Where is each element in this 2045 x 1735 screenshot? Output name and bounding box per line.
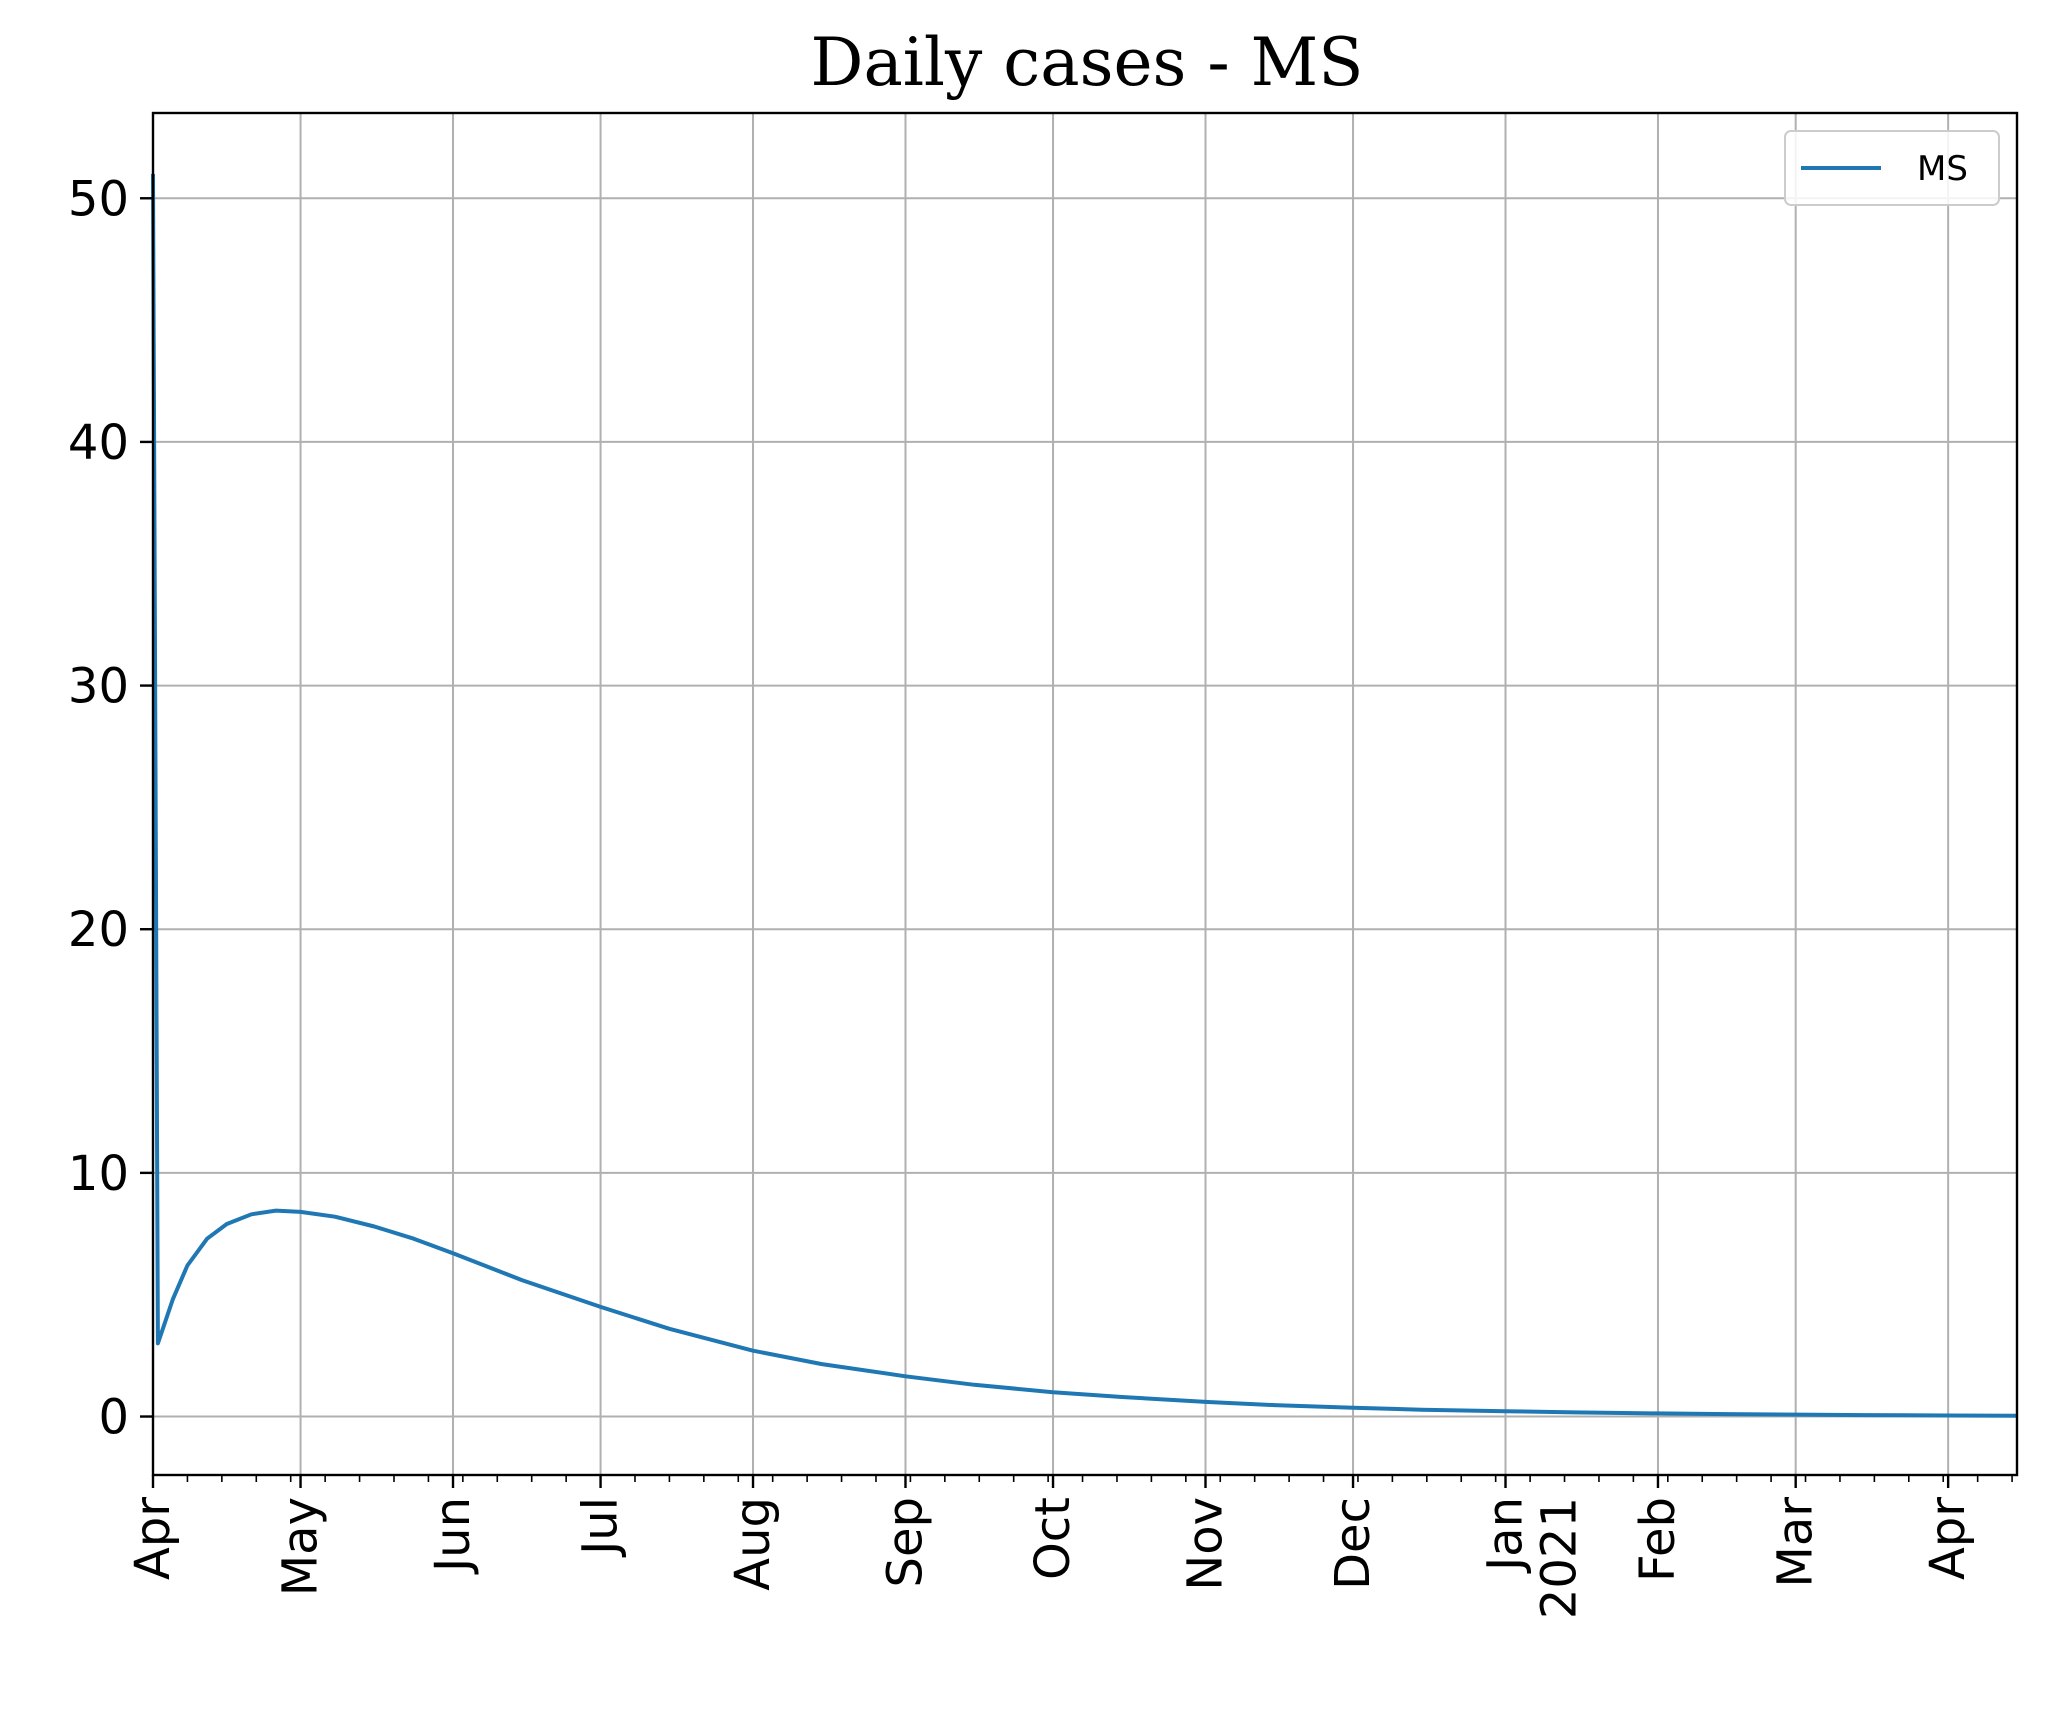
legend: MS bbox=[1784, 130, 2000, 206]
y-tick-label: 0 bbox=[98, 1390, 129, 1446]
series-layer bbox=[151, 173, 2018, 1418]
legend-label: MS bbox=[1917, 149, 1968, 189]
x-tick-label: Feb bbox=[1630, 1497, 1686, 1582]
series-line-ms bbox=[151, 173, 2018, 1418]
x-tick-label: Apr bbox=[125, 1497, 181, 1580]
y-tick-label: 20 bbox=[68, 902, 129, 958]
y-tick-label: 30 bbox=[68, 659, 129, 715]
x-tick-label: Sep bbox=[877, 1497, 933, 1587]
plot-frame bbox=[151, 111, 2019, 1477]
x-tick-sublabel: 2021 bbox=[1532, 1497, 1588, 1619]
grid bbox=[152, 113, 2017, 1475]
x-tick-label: Apr bbox=[1920, 1497, 1976, 1580]
y-tick-label: 40 bbox=[68, 415, 129, 471]
x-tick-label: Jul bbox=[573, 1497, 629, 1558]
x-tick-label: Mar bbox=[1768, 1497, 1824, 1588]
chart-title: Daily cases - MS bbox=[811, 24, 1364, 101]
y-tick-label: 10 bbox=[68, 1146, 129, 1202]
y-axis: 0 10 20 30 40 50 bbox=[68, 171, 153, 1446]
x-tick-label: Aug bbox=[725, 1497, 781, 1591]
x-tick-label: Nov bbox=[1177, 1497, 1233, 1591]
y-tick-label: 50 bbox=[68, 171, 129, 227]
x-tick-label: Dec bbox=[1325, 1497, 1381, 1590]
x-tick-label: Jun bbox=[425, 1497, 481, 1575]
x-tick-label: May bbox=[273, 1497, 329, 1596]
x-tick-label: Jan bbox=[1478, 1497, 1534, 1574]
legend-box bbox=[1784, 130, 2000, 206]
x-tick-label: Oct bbox=[1025, 1497, 1081, 1580]
